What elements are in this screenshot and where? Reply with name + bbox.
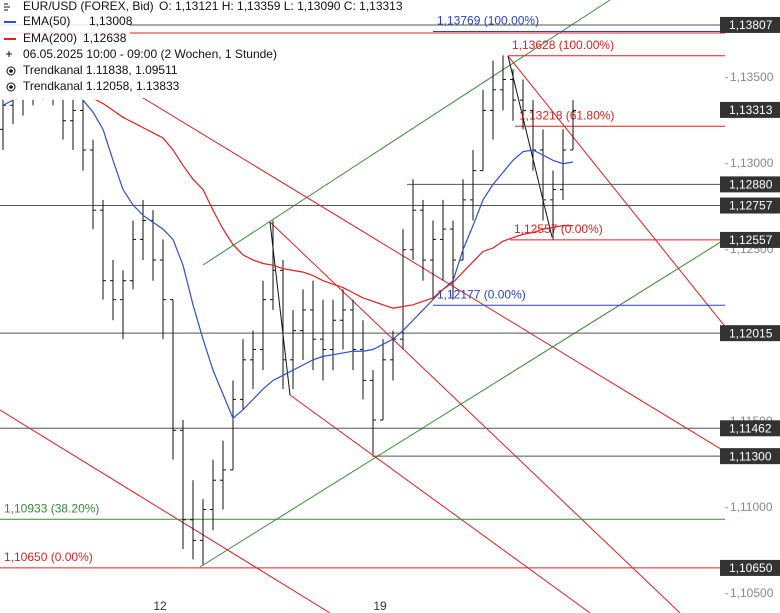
price-box: [720, 325, 780, 342]
icon: [9, 85, 13, 89]
trend-line: [269, 221, 681, 613]
trend-line: [0, 409, 331, 613]
price-box: [720, 176, 780, 193]
trend-line: [199, 204, 780, 568]
price-box: [720, 101, 780, 118]
price-box: [720, 559, 780, 576]
price-box: [720, 231, 780, 248]
legend-entry: EMA(200): [23, 31, 77, 45]
trend-line: [289, 394, 591, 613]
legend: EUR/USD (FOREX, Bid) O: 1,13121 H: 1,133…: [0, 0, 403, 100]
price-box: [720, 448, 780, 465]
legend-entry: EMA(50): [23, 14, 70, 28]
icon: [4, 3, 10, 11]
price-label: 1,12757: [729, 199, 773, 213]
legend-drawing: Trendkanal 1.12058, 1.13833: [23, 79, 180, 93]
x-tick-label: 19: [373, 599, 387, 613]
y-tick-label: 1,13000: [730, 156, 774, 170]
ema-line: [2, 85, 574, 420]
price-box: [720, 197, 780, 214]
ema-line: [3, 71, 573, 309]
fib-label: 1,12177 (0.00%): [437, 287, 526, 301]
legend-bg: [0, 62, 190, 98]
price-label: 1,12015: [729, 326, 773, 340]
price-label: 1,13807: [729, 18, 773, 32]
legend-bg: [0, 0, 390, 14]
icon: [6, 51, 12, 57]
price-label: 1,13313: [729, 103, 773, 117]
price-box: [720, 16, 780, 33]
trend-line: [129, 89, 780, 486]
trend-line: [507, 55, 553, 238]
price-label: 1,12557: [729, 233, 773, 247]
legend-ohlc: O: 1,13121 H: 1,13359 L: 1,13090 C: 1,13…: [159, 0, 403, 13]
legend-value: 1,12638: [83, 31, 127, 45]
fib-label: 1,10650 (0.00%): [4, 550, 93, 564]
fib-label: 1,12557 (0.00%): [514, 222, 603, 236]
price-label: 1,10650: [729, 561, 773, 575]
trend-line: [202, 0, 611, 266]
icon: [6, 82, 16, 92]
x-tick-label: 12: [153, 599, 167, 613]
legend-title: EUR/USD (FOREX, Bid): [23, 0, 154, 13]
y-tick-label: 1,11000: [730, 500, 773, 514]
price-label: 1,11300: [729, 449, 772, 463]
plot: 1,13769 (100.00%) 1,13628 (100.00%) 1,1321…: [0, 14, 780, 569]
fib-label: 1,13218 (61.80%): [519, 108, 614, 122]
y-tick-label: 1,10500: [730, 586, 774, 600]
price-label: 1,11462: [729, 421, 772, 435]
price-axis: [725, 0, 780, 613]
fib-label: 1,10933 (38.20%): [4, 501, 99, 515]
y-tick-label: 1,13500: [730, 70, 774, 84]
fib-label: 1,13769 (100.00%): [437, 14, 539, 28]
price-box: [720, 420, 780, 437]
price-label: 1,12880: [729, 178, 773, 192]
legend-drawing: Trendkanal 1.11838, 1.09511: [23, 63, 178, 77]
icon: [6, 66, 16, 76]
legend-period: 06.05.2025 10:00 - 09:00 (2 Wochen, 1 St…: [23, 47, 277, 61]
axis: 12191,135001,130001,125001,115001,110001…: [153, 16, 780, 613]
icon: [9, 69, 13, 73]
legend-value: 1,13008: [89, 14, 133, 28]
legend-bg: [0, 46, 290, 64]
fib-label: 1,13628 (100.00%): [512, 38, 614, 52]
